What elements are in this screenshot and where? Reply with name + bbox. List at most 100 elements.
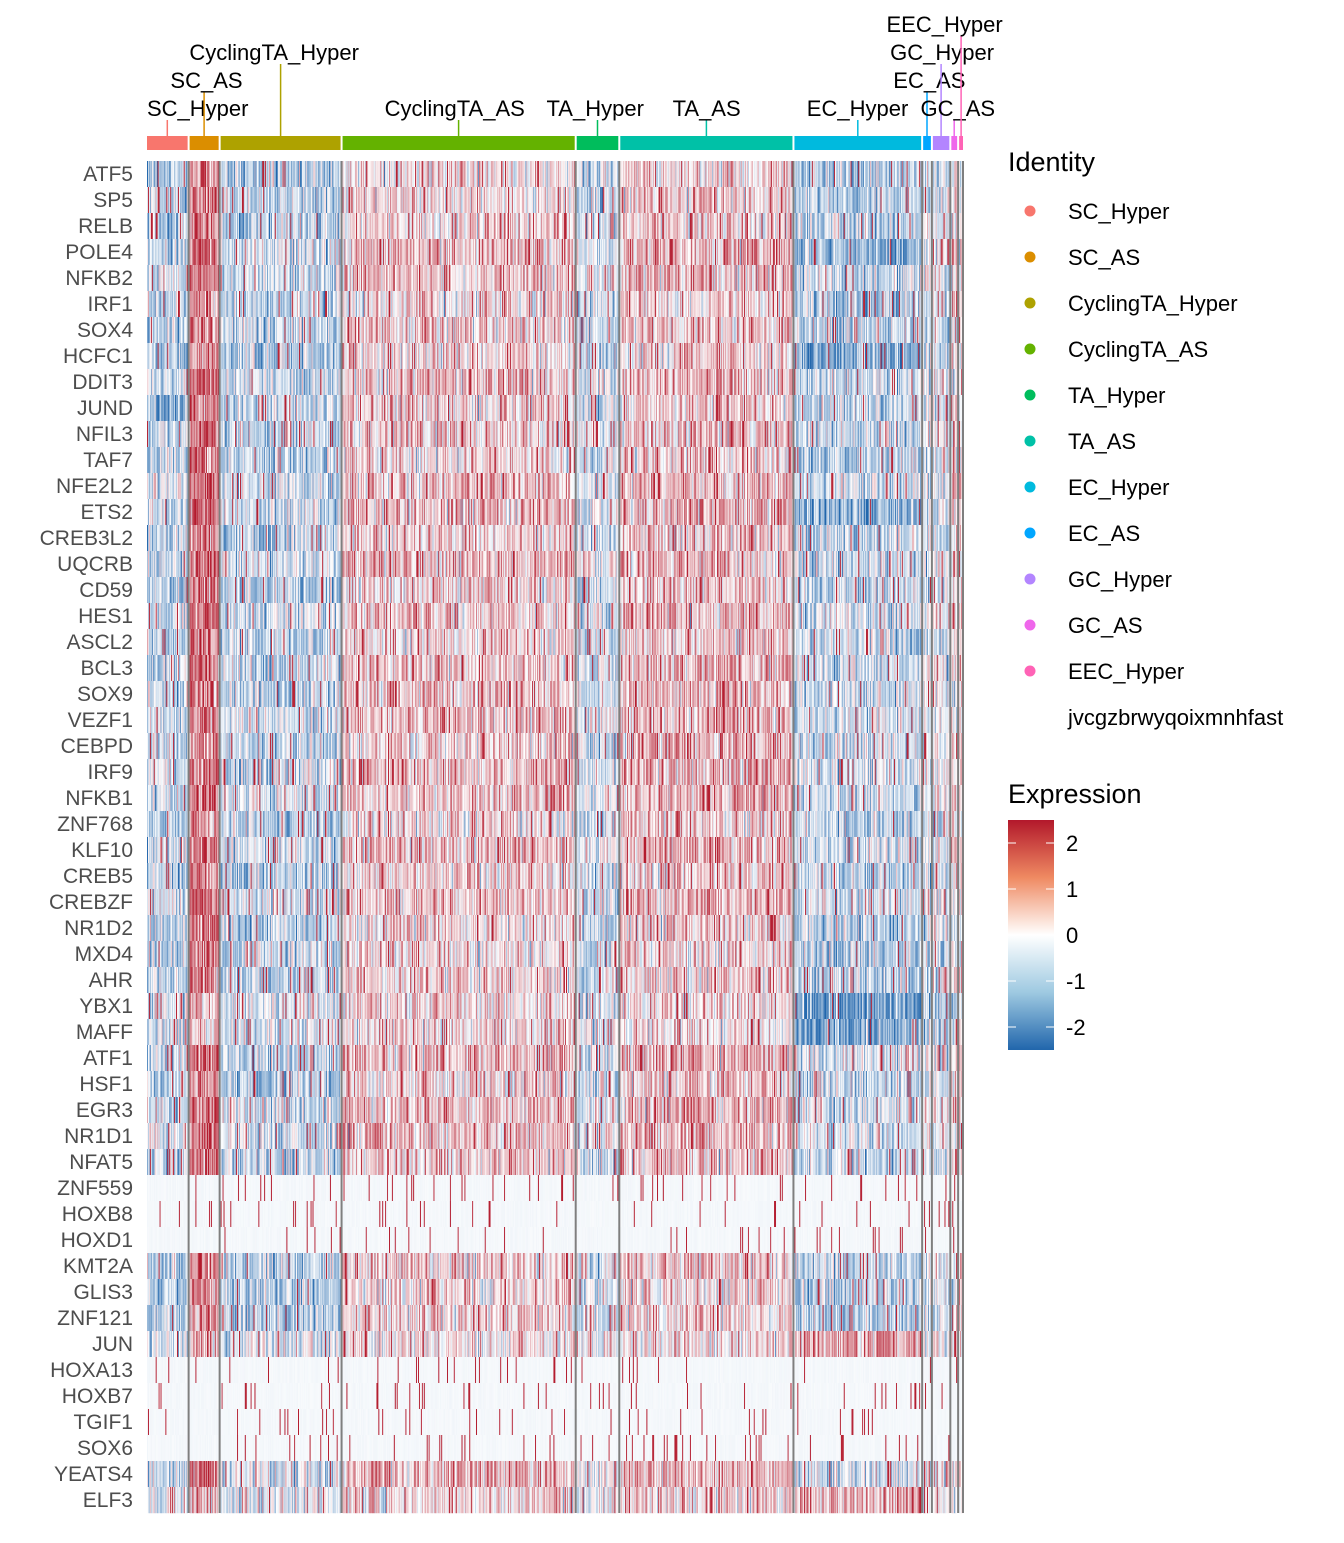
heatmap-cell <box>644 161 646 188</box>
heatmap-cell <box>166 161 168 188</box>
heatmap-cell <box>738 187 740 214</box>
heatmap-cell <box>874 161 876 188</box>
heatmap-cell <box>300 161 303 188</box>
heatmap-cell <box>869 187 872 214</box>
heatmap-cell <box>224 213 226 240</box>
heatmap-cell <box>850 161 852 188</box>
heatmap-cell <box>449 187 452 214</box>
heatmap-cell <box>596 213 598 240</box>
heatmap-cell <box>518 161 520 188</box>
heatmap-cell <box>880 187 882 214</box>
heatmap-cell <box>552 161 554 188</box>
heatmap-cell <box>279 213 281 240</box>
heatmap-cell <box>437 187 439 214</box>
heatmap-cell <box>926 187 928 214</box>
heatmap-cell <box>522 161 524 188</box>
heatmap-cell <box>263 187 265 214</box>
heatmap-cell <box>680 213 682 240</box>
heatmap-cell <box>501 187 503 214</box>
heatmap-cell <box>676 161 678 188</box>
heatmap-cell <box>273 213 276 240</box>
heatmap-cell <box>348 187 350 214</box>
heatmap-cell <box>480 213 483 240</box>
heatmap-cell <box>915 187 917 214</box>
heatmap-cell <box>523 213 525 240</box>
heatmap-cell <box>569 161 572 188</box>
heatmap-cell <box>202 213 204 240</box>
heatmap-cell <box>484 213 486 240</box>
heatmap-cell <box>230 213 232 240</box>
heatmap-cell <box>782 187 784 214</box>
heatmap-cell <box>196 213 198 240</box>
heatmap-cell <box>899 187 902 214</box>
heatmap-cell <box>169 187 171 214</box>
heatmap-cell <box>164 187 166 214</box>
heatmap-cell <box>443 187 445 214</box>
heatmap-cell <box>647 213 649 240</box>
heatmap-cell <box>752 187 755 214</box>
heatmap-cell <box>439 161 441 188</box>
heatmap-cell <box>790 161 792 188</box>
heatmap-cell <box>786 187 788 214</box>
heatmap-cell <box>239 187 242 214</box>
heatmap-cell <box>935 187 938 214</box>
heatmap-cell <box>858 187 860 214</box>
heatmap-cell <box>495 161 497 188</box>
heatmap-cell <box>845 161 847 188</box>
heatmap-cell <box>482 213 485 240</box>
heatmap-cell <box>242 187 245 214</box>
heatmap-cell <box>489 161 491 188</box>
heatmap-cell <box>466 213 468 240</box>
heatmap-cell <box>946 187 948 214</box>
heatmap-cell <box>463 161 465 188</box>
heatmap-cell <box>608 161 610 188</box>
heatmap-cell <box>493 187 495 214</box>
heatmap-cell <box>305 213 307 240</box>
heatmap-cell <box>153 161 155 188</box>
heatmap-cell <box>440 213 442 240</box>
heatmap-cell <box>173 213 175 240</box>
heatmap-cell <box>314 187 316 214</box>
heatmap-cell <box>355 161 357 188</box>
heatmap-cell <box>613 161 615 188</box>
heatmap-cell <box>630 161 633 188</box>
heatmap-cell <box>525 213 527 240</box>
heatmap-cell <box>515 187 517 214</box>
heatmap-cell <box>356 187 358 214</box>
heatmap-cell <box>168 187 170 214</box>
heatmap-cell <box>836 161 838 188</box>
heatmap-cell <box>324 213 326 240</box>
heatmap-cell <box>183 161 185 188</box>
heatmap-cell <box>656 161 658 188</box>
heatmap-cell <box>213 161 216 188</box>
heatmap-cell <box>759 161 761 188</box>
heatmap-cell <box>229 187 231 214</box>
heatmap-cell <box>706 161 708 188</box>
heatmap-cell <box>447 213 449 240</box>
heatmap-cell <box>542 213 544 240</box>
heatmap-cell <box>467 161 469 188</box>
heatmap-cell <box>764 161 766 188</box>
heatmap-cell <box>932 187 935 214</box>
heatmap-cell <box>961 187 963 214</box>
heatmap-cell <box>806 187 808 214</box>
heatmap-cell <box>746 161 749 188</box>
heatmap-cell <box>672 213 674 240</box>
heatmap-cell <box>549 187 551 214</box>
heatmap-cell <box>250 161 252 188</box>
heatmap-cell <box>211 187 214 214</box>
heatmap-cell <box>270 161 273 188</box>
heatmap-cell <box>652 213 654 240</box>
heatmap-cell <box>696 187 698 214</box>
heatmap-cell <box>561 213 563 240</box>
heatmap-cell <box>387 187 389 214</box>
heatmap-cell <box>951 187 953 214</box>
heatmap-cell <box>204 213 206 240</box>
heatmap-cell <box>374 187 376 214</box>
heatmap-cell <box>584 213 586 240</box>
heatmap-cell <box>328 161 331 188</box>
heatmap-cell <box>181 213 184 240</box>
heatmap-cell <box>531 213 533 240</box>
heatmap-cell <box>715 187 717 214</box>
heatmap-cell <box>382 187 384 214</box>
